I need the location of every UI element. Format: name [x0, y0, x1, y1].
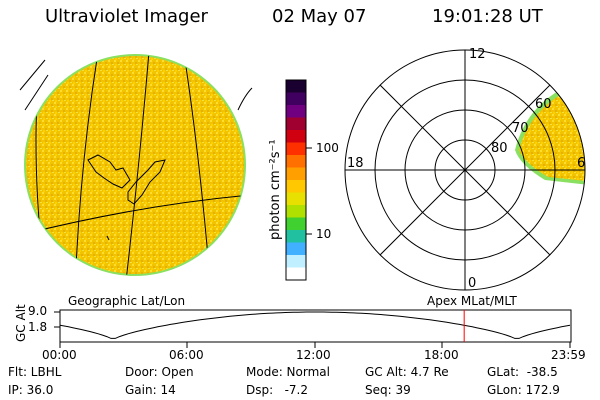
- alt-tick-low: 1.8: [28, 320, 48, 334]
- door-value: Door: Open: [125, 365, 194, 379]
- gc-alt-axis-label: GC Alt: [14, 304, 28, 342]
- mlt-label-18: 18: [347, 156, 364, 171]
- colorbar-segment: [286, 230, 306, 243]
- altitude-plot: [54, 309, 572, 348]
- lat-label-70: 70: [512, 121, 529, 136]
- mlt-label-6: 6: [577, 156, 586, 171]
- x-tick-2: 12:00: [296, 348, 331, 362]
- geo-latlon-title: Geographic Lat/Lon: [68, 294, 186, 308]
- gc-alt-value: GC Alt: 4.7 Re: [365, 365, 449, 379]
- glon-value: GLon: 172.9: [487, 383, 560, 397]
- uv-disk-image: [19, 54, 253, 276]
- gain-value: Gain: 14: [125, 383, 176, 397]
- mlt-label-0: 0: [468, 276, 477, 291]
- colorbar-segment: [286, 167, 306, 181]
- colorbar-segment: [286, 255, 306, 268]
- x-tick-3: 18:00: [424, 348, 459, 362]
- x-tick-4: 23:59: [551, 348, 586, 362]
- mode-value: Mode: Normal: [246, 365, 330, 379]
- colorbar-segment: [286, 105, 306, 118]
- x-tick-0: 00:00: [42, 348, 77, 362]
- glat-value: GLat: -38.5: [487, 365, 558, 379]
- lat-label-80: 80: [491, 141, 508, 156]
- colorbar-segment: [286, 130, 306, 143]
- x-tick-1: 06:00: [169, 348, 204, 362]
- colorbar-segment: [286, 217, 306, 231]
- colorbar-segment: [286, 155, 306, 168]
- colorbar-segment: [286, 117, 306, 131]
- colorbar-segment: [286, 267, 306, 281]
- date-label: 02 May 07: [272, 6, 367, 27]
- colorbar-segment: [286, 92, 306, 106]
- lat-label-60: 60: [535, 97, 552, 112]
- dsp-value: Dsp: -7.2: [246, 383, 309, 397]
- ip-value: IP: 36.0: [8, 383, 54, 397]
- polar-plot: [344, 49, 586, 291]
- time-label: 19:01:28 UT: [432, 6, 543, 27]
- colorbar-segment: [286, 242, 306, 256]
- filter-value: Flt: LBHL: [8, 365, 62, 379]
- colorbar-segment: [286, 192, 306, 206]
- colorbar-segment: [286, 180, 306, 193]
- apex-mlat-title: Apex MLat/MLT: [427, 294, 517, 308]
- colorbar-segment: [286, 142, 306, 156]
- seq-value: Seq: 39: [365, 383, 411, 397]
- colorbar-units: photon cm⁻²s⁻¹: [268, 139, 283, 240]
- colorbar-tick-100: 100: [316, 141, 339, 155]
- alt-tick-high: 9.0: [28, 304, 48, 318]
- instrument-title: Ultraviolet Imager: [45, 6, 208, 27]
- colorbar: [286, 80, 306, 281]
- colorbar-segment: [286, 205, 306, 218]
- mlt-label-12: 12: [469, 47, 486, 62]
- colorbar-segment: [286, 80, 306, 93]
- colorbar-tick-10: 10: [316, 227, 332, 241]
